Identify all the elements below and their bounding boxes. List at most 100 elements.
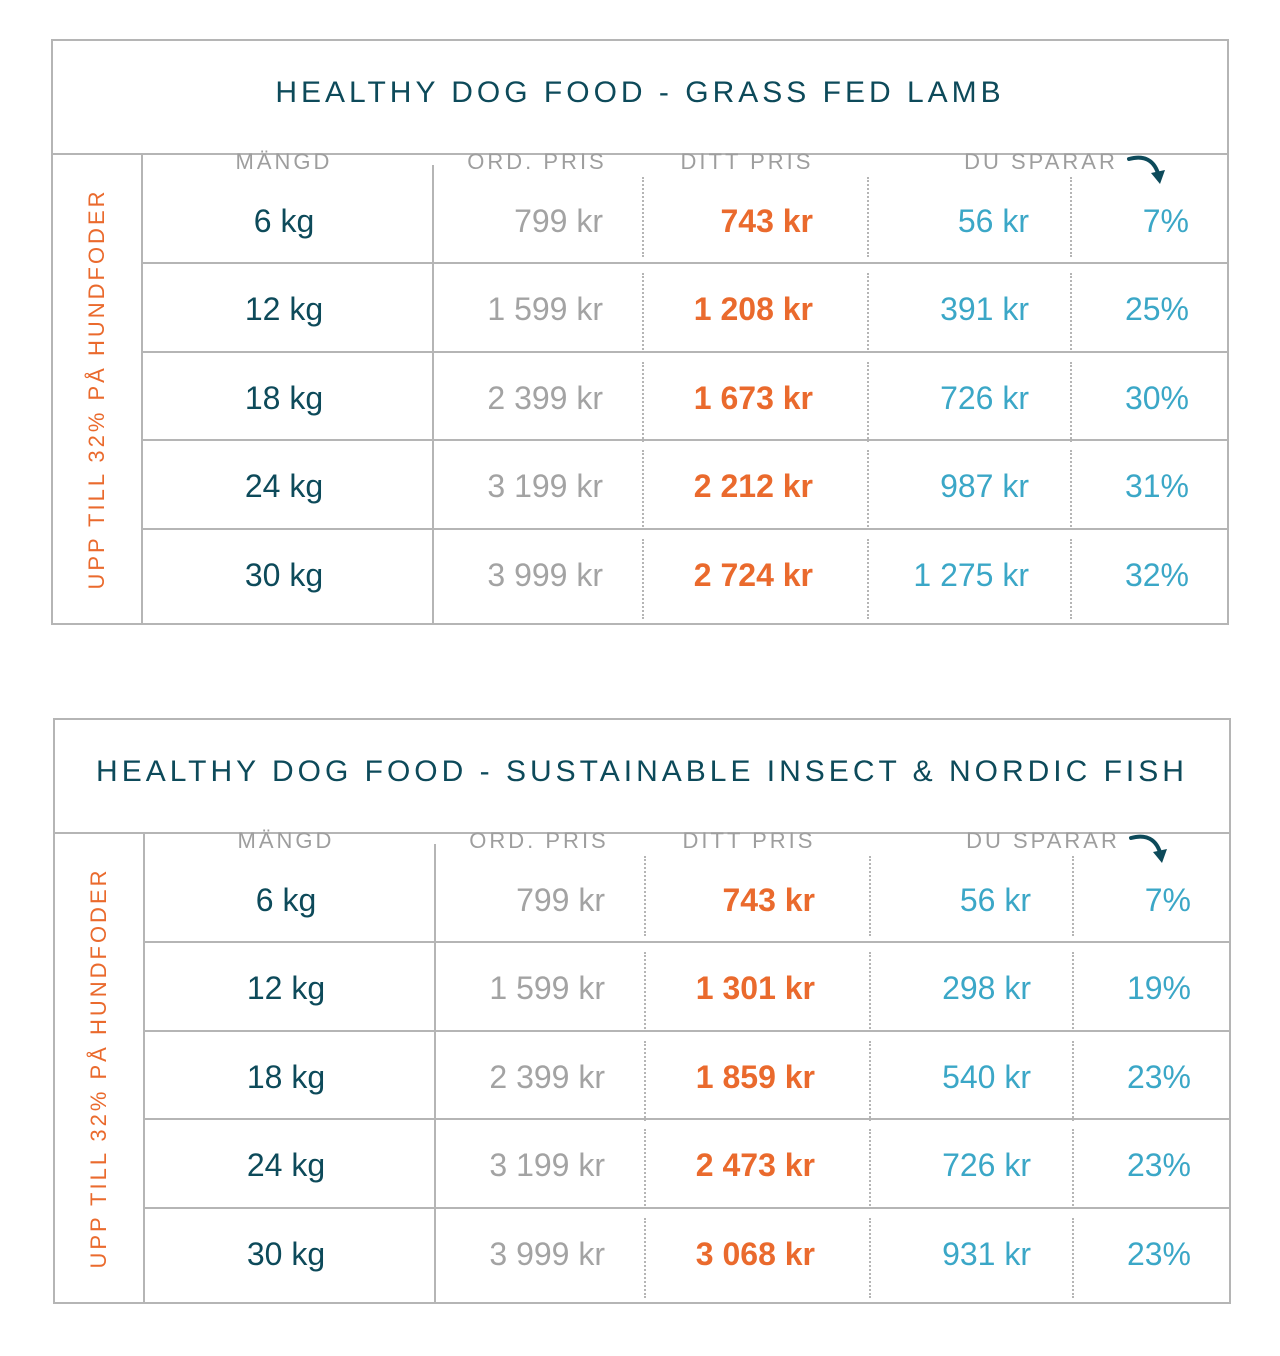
dotted-divider [867,177,869,257]
row-divider [144,941,1229,944]
dotted-divider [1070,273,1072,354]
curved-arrow-down-icon [1129,834,1167,863]
cell-your-price: 3 068 kr [695,1235,815,1272]
table-title: HEALTHY DOG FOOD - GRASS FED LAMB [275,76,1005,109]
cell-saved: 391 kr [940,291,1029,328]
header-rule [1168,153,1229,155]
price-table-insect-fish: HEALTHY DOG FOOD - SUSTAINABLE INSECT & … [53,718,1231,1304]
row-divider [144,1206,1229,1209]
header-rule [831,153,947,155]
cell-percent: 31% [1124,468,1189,505]
side-label: UPP TILL 32% PÅ HUNDFODER [84,188,109,590]
cell-your-price: 2 212 kr [693,468,813,505]
dotted-divider [1072,1129,1074,1210]
row-divider [142,527,1227,530]
cell-percent: 23% [1126,1058,1191,1095]
dotted-divider [867,273,869,354]
cell-ord-price: 799 kr [516,882,605,918]
row-divider [142,439,1227,442]
dotted-divider [1072,952,1074,1033]
cell-saved: 931 kr [942,1235,1031,1272]
cell-ord-price: 1 599 kr [489,970,605,1007]
cell-percent: 23% [1126,1235,1191,1272]
cell-percent: 30% [1124,379,1189,416]
dotted-divider [644,1129,646,1210]
cell-your-price: 2 724 kr [693,556,813,593]
cell-saved: 56 kr [957,203,1029,239]
price-table-lamb: HEALTHY DOG FOOD - GRASS FED LAMB UPP TIL… [51,39,1229,625]
header-amount: MÄNGD [237,828,335,853]
dotted-divider [644,952,646,1033]
cell-saved: 540 kr [942,1058,1031,1095]
cell-ord-price: 3 199 kr [489,1147,605,1184]
header-rule [352,832,448,834]
cell-percent: 7% [1144,882,1191,918]
cell-ord-price: 1 599 kr [487,291,603,328]
dotted-divider [642,273,644,354]
cell-percent: 7% [1142,203,1189,239]
header-you-save: DU SPARAR [966,828,1120,853]
dotted-divider [644,856,646,936]
side-label: UPP TILL 32% PÅ HUNDFODER [86,867,111,1269]
cell-ord-price: 3 999 kr [487,556,603,593]
cell-your-price: 1 673 kr [693,379,813,416]
cell-saved: 726 kr [942,1147,1031,1184]
header-amount: MÄNGD [235,149,333,174]
cell-saved: 1 275 kr [913,556,1029,593]
cell-amount: 24 kg [244,468,324,505]
row-divider [144,1118,1229,1121]
cell-amount: 18 kg [246,1058,326,1095]
dotted-divider [1072,856,1074,936]
dotted-divider [869,952,871,1033]
dotted-divider [1072,1040,1074,1121]
cell-saved: 298 kr [942,970,1031,1007]
dotted-divider [644,1217,646,1298]
dotted-divider [644,1040,646,1121]
dotted-divider [1070,450,1072,531]
cell-amount: 30 kg [244,556,324,593]
cell-amount: 24 kg [246,1147,326,1184]
dotted-divider [869,856,871,936]
row-divider [144,1029,1229,1032]
header-rule [142,153,208,155]
cell-saved: 726 kr [940,379,1029,416]
header-rule [1170,832,1231,834]
table-title: HEALTHY DOG FOOD - SUSTAINABLE INSECT & … [96,755,1188,788]
side-label-column: UPP TILL 32% PÅ HUNDFODER [53,155,142,623]
header-you-save: DU SPARAR [964,149,1118,174]
column-divider [141,153,143,623]
row-divider [142,262,1227,265]
cell-amount: 6 kg [253,203,315,239]
header-rule [624,153,660,155]
column-divider [432,165,434,623]
cell-amount: 18 kg [244,379,324,416]
header-your-price: DITT PRIS [680,149,814,174]
dotted-divider [869,1129,871,1210]
header-rule [144,832,210,834]
cell-your-price: 1 859 kr [695,1058,815,1095]
side-label-column: UPP TILL 32% PÅ HUNDFODER [55,834,144,1302]
dotted-divider [867,538,869,619]
cell-ord-price: 3 999 kr [489,1235,605,1272]
cell-percent: 23% [1126,1147,1191,1184]
header-rule [626,832,662,834]
dotted-divider [1070,361,1072,442]
dotted-divider [642,177,644,257]
dotted-divider [1072,1217,1074,1298]
row-divider [142,350,1227,353]
dotted-divider [642,361,644,442]
dotted-divider [867,450,869,531]
header-your-price: DITT PRIS [682,828,816,853]
cell-amount: 30 kg [246,1235,326,1272]
column-divider [434,844,436,1302]
dotted-divider [1070,177,1072,257]
dotted-divider [869,1040,871,1121]
cell-your-price: 743 kr [722,882,815,918]
cell-amount: 12 kg [246,970,326,1007]
dotted-divider [869,1217,871,1298]
cell-percent: 25% [1124,291,1189,328]
header-ord-price: ORD. PRIS [467,149,607,174]
cell-ord-price: 3 199 kr [487,468,603,505]
dotted-divider [642,538,644,619]
cell-your-price: 1 208 kr [693,291,813,328]
